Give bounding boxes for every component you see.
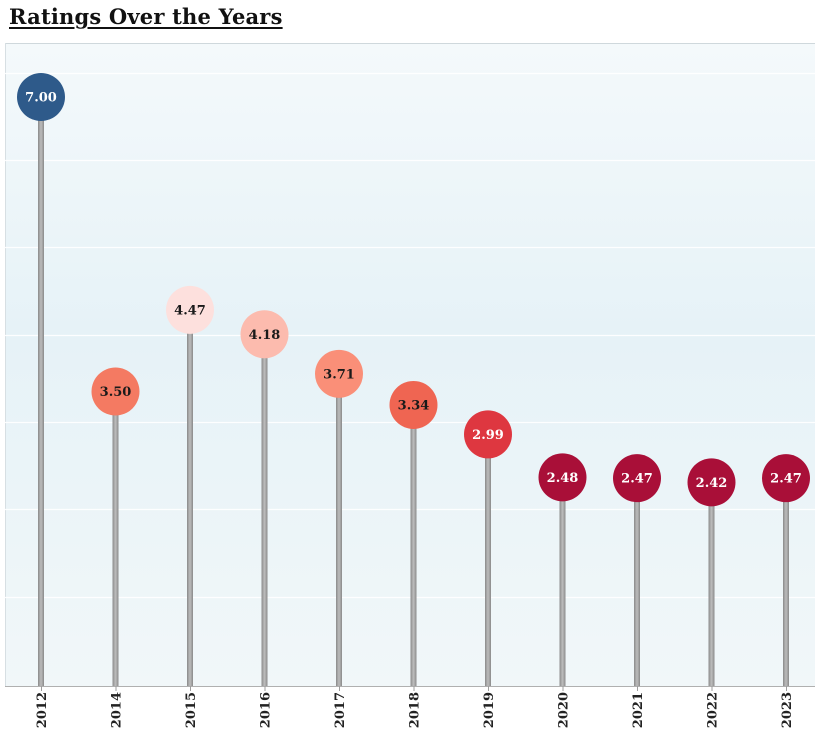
tick-label-2017: 2017 xyxy=(333,692,348,728)
tick-label-2015: 2015 xyxy=(184,692,199,728)
dot-2014 xyxy=(91,367,140,416)
lollipop-chart: 7.00 3.50 4.47 4.18 3.71 3.34 2.99 2.48 2.47 2.42… xyxy=(5,43,815,728)
dot-2021 xyxy=(613,454,661,503)
stem-2019 xyxy=(485,434,491,686)
dot-2022 xyxy=(687,458,736,507)
stem-2021 xyxy=(634,478,640,686)
value-label-2021: 2.47 xyxy=(621,472,653,487)
tick-label-2016: 2016 xyxy=(259,692,274,728)
tick-label-2020: 2020 xyxy=(557,692,572,728)
value-label-2018: 3.34 xyxy=(398,398,430,413)
stem-2014 xyxy=(112,391,119,686)
value-label-2019: 2.99 xyxy=(472,428,504,443)
stem-2020 xyxy=(559,477,566,686)
stem-2015 xyxy=(187,309,193,686)
dot-2012 xyxy=(17,73,65,121)
x-axis-ticks: 2012 2014 2015 2016 2017 2018 2019 2020 2021 2022… xyxy=(35,686,795,728)
value-label-2023: 2.47 xyxy=(770,472,802,487)
dot-2019 xyxy=(464,410,512,459)
tick-label-2023: 2023 xyxy=(780,692,795,728)
tick-label-2018: 2018 xyxy=(408,692,423,728)
value-label-2015: 4.47 xyxy=(174,303,206,318)
value-label-2012: 7.00 xyxy=(25,91,57,106)
stem-2023 xyxy=(783,478,789,686)
dot-2018 xyxy=(389,380,438,429)
stem-2018 xyxy=(410,404,417,686)
tick-label-2019: 2019 xyxy=(482,692,497,728)
chart-title: Ratings Over the Years xyxy=(9,4,283,29)
stem-2022 xyxy=(708,482,715,686)
stem-2012 xyxy=(38,97,44,686)
stem-2017 xyxy=(336,373,342,686)
dot-2017 xyxy=(315,349,363,398)
tick-label-2021: 2021 xyxy=(631,692,646,728)
stems xyxy=(38,97,789,686)
value-label-2022: 2.42 xyxy=(696,476,728,491)
gridlines xyxy=(5,72,815,599)
dots: 7.00 3.50 4.47 4.18 3.71 3.34 2.99 2.48 2.47 2.42… xyxy=(17,73,810,507)
plot-background xyxy=(5,43,815,686)
tick-label-2014: 2014 xyxy=(110,692,125,728)
tick-label-2012: 2012 xyxy=(35,692,50,728)
value-label-2014: 3.50 xyxy=(100,385,132,400)
value-label-2016: 4.18 xyxy=(249,328,281,343)
dot-2015 xyxy=(166,285,214,334)
value-label-2020: 2.48 xyxy=(547,471,579,486)
dot-2020 xyxy=(538,453,587,502)
stem-2016 xyxy=(261,334,268,686)
value-label-2017: 3.71 xyxy=(323,367,355,382)
dot-2023 xyxy=(762,454,810,503)
tick-label-2022: 2022 xyxy=(706,692,721,728)
chart-area: 7.00 3.50 4.47 4.18 3.71 3.34 2.99 2.48 2.47 2.42… xyxy=(0,43,815,732)
dot-2016 xyxy=(240,310,289,359)
